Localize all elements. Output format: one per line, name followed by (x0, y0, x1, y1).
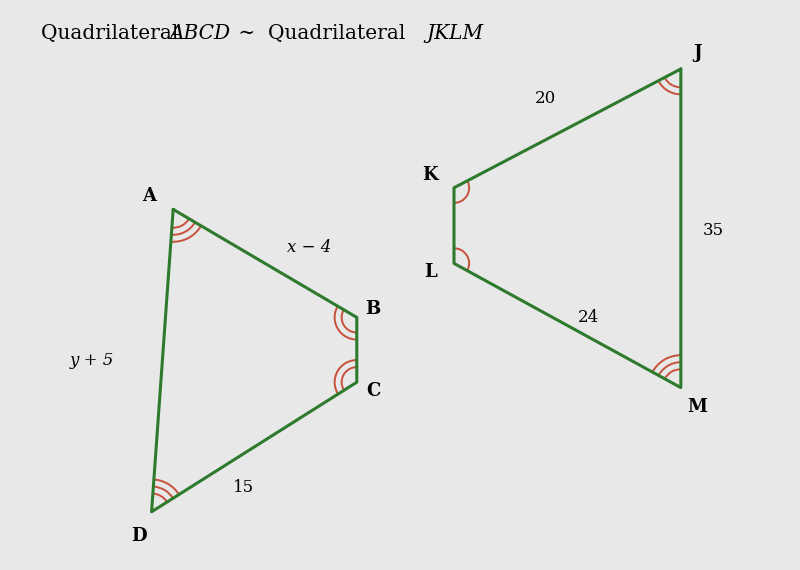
Text: M: M (687, 398, 707, 416)
Text: K: K (422, 166, 438, 184)
Text: D: D (130, 527, 146, 544)
Text: x − 4: x − 4 (286, 239, 331, 256)
Text: 35: 35 (702, 222, 723, 239)
Text: ABCD: ABCD (170, 24, 230, 43)
Text: y + 5: y + 5 (70, 352, 114, 369)
Text: 20: 20 (535, 90, 557, 107)
Text: ∼  Quadrilateral: ∼ Quadrilateral (232, 24, 412, 43)
Text: JKLM: JKLM (426, 24, 483, 43)
Text: Quadrilateral: Quadrilateral (41, 24, 185, 43)
Text: A: A (142, 188, 157, 205)
Text: B: B (366, 300, 381, 317)
Text: L: L (424, 263, 437, 281)
Text: 15: 15 (233, 479, 254, 496)
Text: 24: 24 (578, 309, 599, 326)
Text: J: J (693, 44, 702, 62)
Text: C: C (366, 382, 380, 400)
